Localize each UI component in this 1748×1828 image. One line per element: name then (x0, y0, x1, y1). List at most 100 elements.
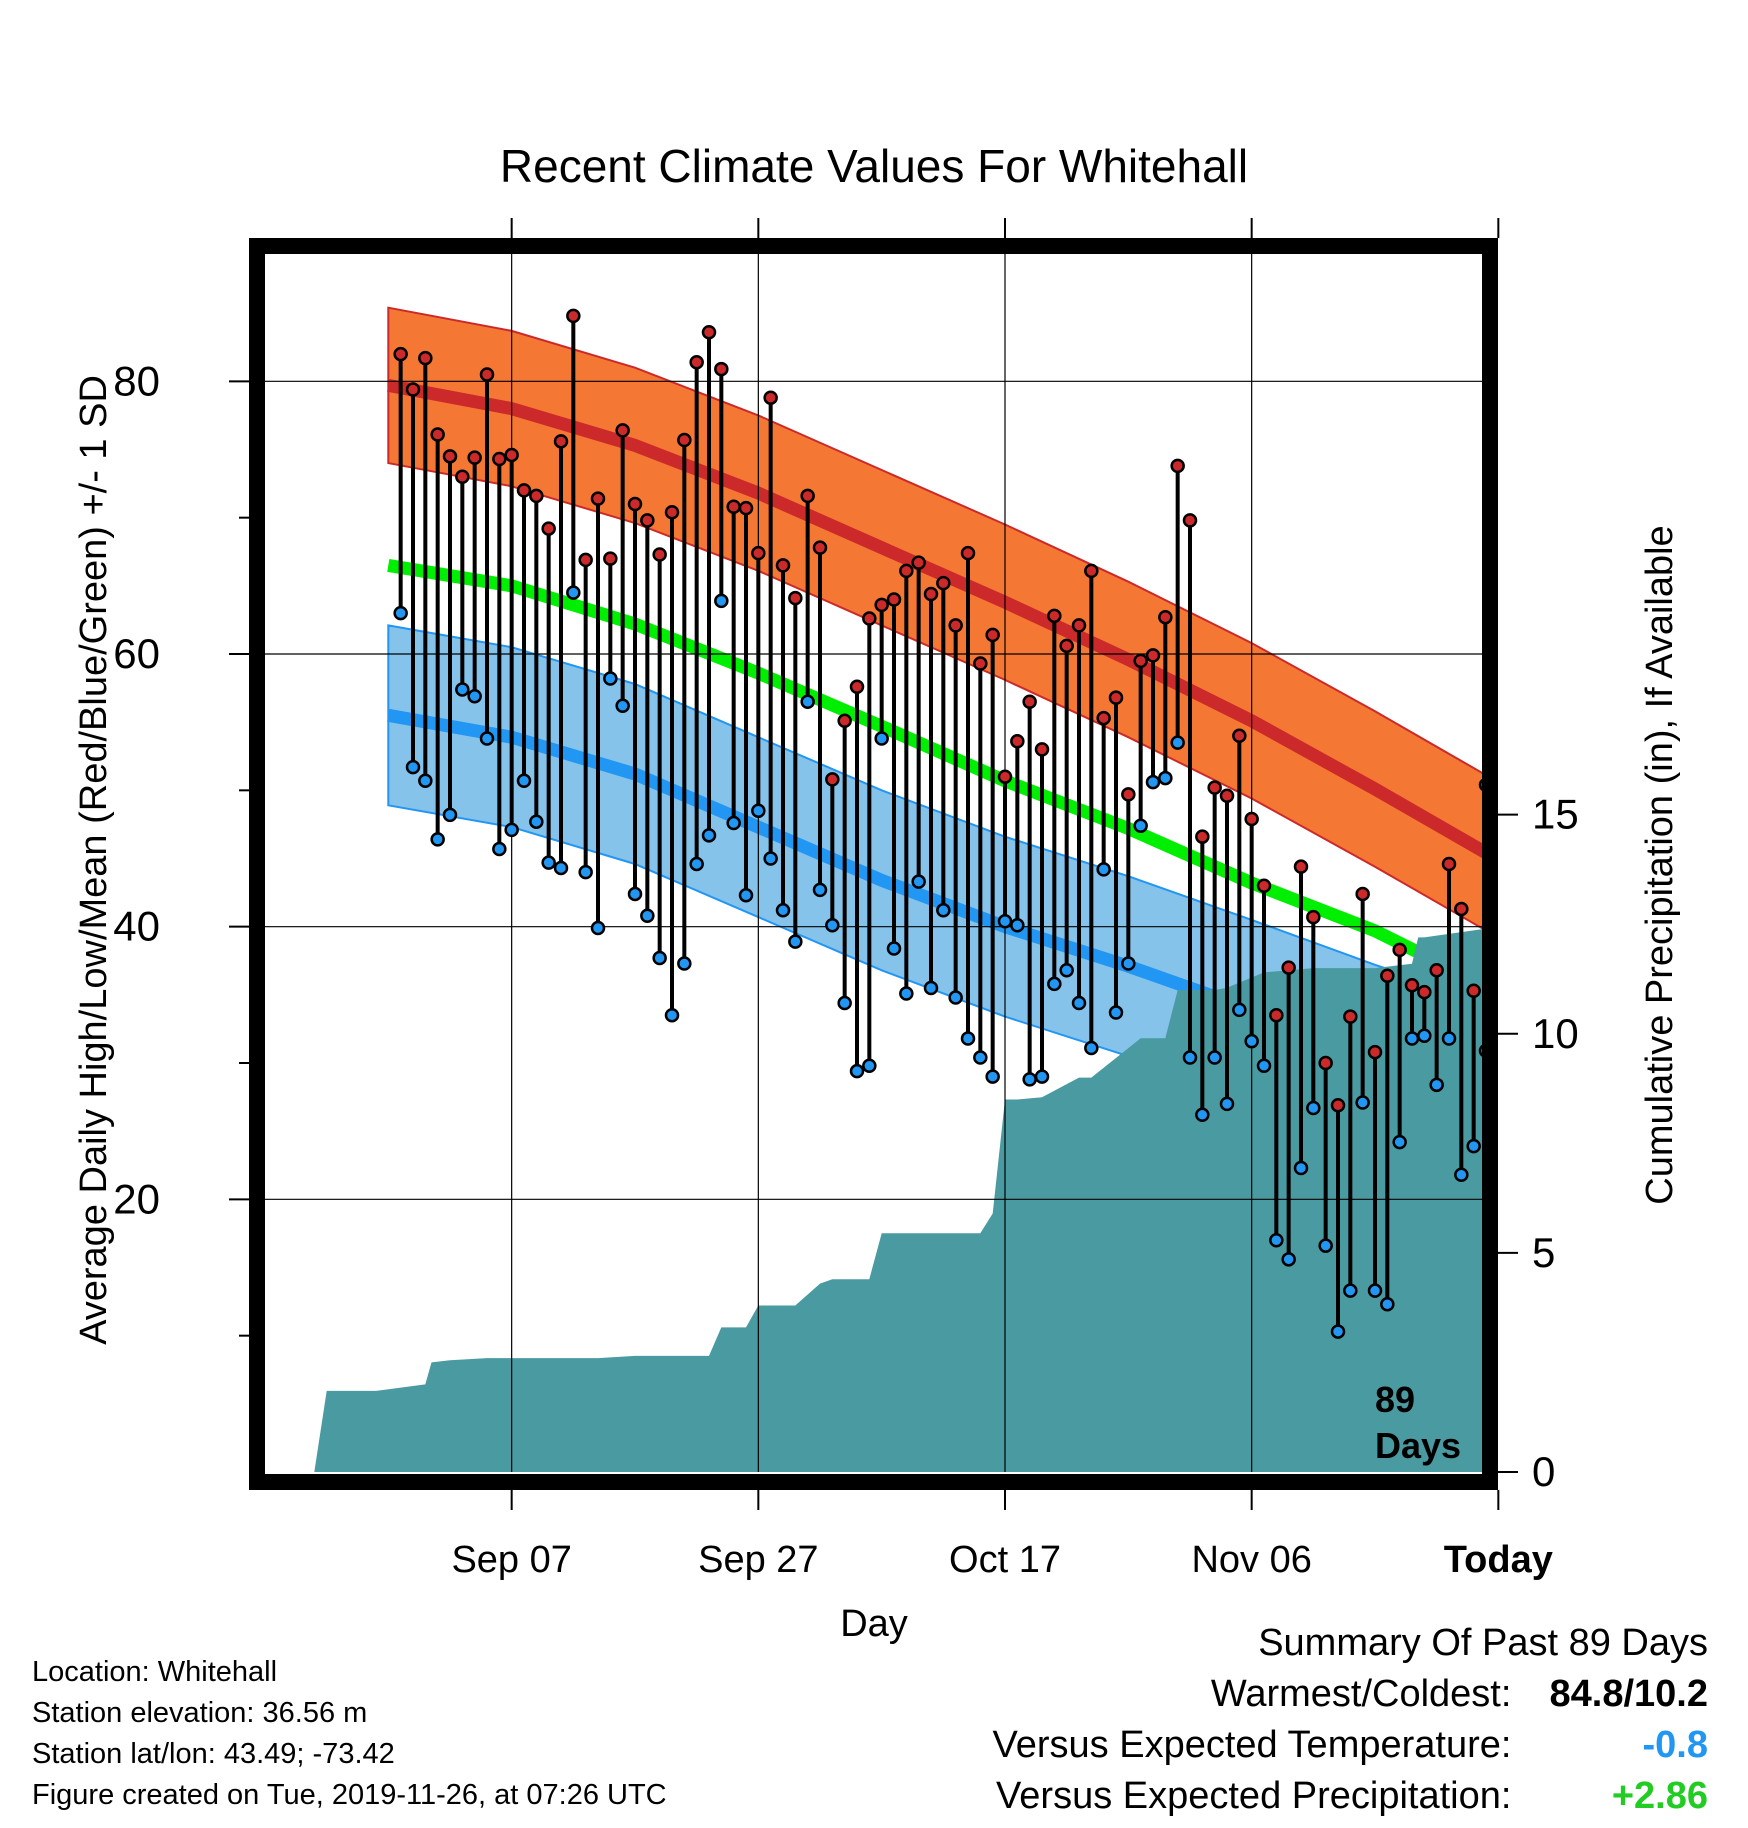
daily-high-point (1071, 618, 1087, 633)
daily-high-point (1158, 609, 1173, 625)
daily-low-point (1244, 1033, 1259, 1049)
daily-high-point (455, 469, 470, 485)
daily-low-point (1170, 735, 1185, 750)
daily-low-point (788, 934, 803, 949)
daily-high-point (1010, 734, 1025, 749)
daily-high-point (566, 308, 581, 324)
daily-high-point (701, 325, 717, 340)
y-axis-label: Average Daily High/Low/Mean (Red/Blue/Gr… (73, 375, 115, 1345)
daily-high-point (923, 586, 939, 602)
daily-low-point (1466, 1138, 1481, 1154)
daily-high-point (1441, 856, 1457, 872)
daily-high-point (1232, 728, 1247, 744)
daily-high-point (960, 545, 976, 561)
daily-low-point (948, 990, 963, 1005)
high-sd-band (387, 306, 1486, 932)
daily-high-point (442, 449, 458, 464)
daily-high-point (1108, 690, 1124, 705)
daily-high-point (985, 627, 1000, 643)
daily-high-point (1367, 1044, 1383, 1060)
daily-low-point (960, 1031, 976, 1046)
chart-title: Recent Climate Values For Whitehall (500, 140, 1248, 192)
warm-cold-value: 84.8/10.2 (1549, 1673, 1708, 1715)
daily-high-point (1417, 984, 1432, 1000)
precip-departure-label: Versus Expected Precipitation: (996, 1775, 1512, 1817)
daily-high-point (1022, 694, 1037, 709)
y2-axis-label: Cumulative Precipitation (in), If Availa… (1639, 525, 1681, 1204)
daily-high-point (997, 769, 1013, 784)
daily-low-point (640, 908, 655, 924)
summary-temp-row: Versus Expected Temperature: -0.8 (993, 1720, 1708, 1771)
daily-low-point (1293, 1160, 1309, 1176)
daily-low-point (664, 1008, 680, 1023)
daily-high-point (492, 451, 507, 467)
daily-low-point (1232, 1002, 1247, 1018)
precip-departure-value: +2.86 (1611, 1775, 1708, 1817)
daily-low-point (1343, 1283, 1358, 1298)
daily-high-point (936, 575, 951, 591)
daily-low-point (751, 803, 766, 819)
elevation-text: Station elevation: 36.56 m (32, 1697, 368, 1729)
daily-high-point (837, 713, 852, 729)
daily-high-point (467, 450, 482, 465)
daily-high-point (578, 552, 593, 568)
daily-high-point (775, 558, 791, 573)
daily-high-point (1293, 859, 1309, 874)
daily-high-point (590, 491, 606, 506)
daily-low-point (1207, 1050, 1222, 1065)
daily-high-point (849, 679, 865, 694)
daily-low-point (812, 882, 828, 898)
daily-high-point (1034, 742, 1050, 757)
daily-high-point (627, 496, 643, 512)
daily-high-point (1392, 942, 1407, 958)
daily-high-point (689, 354, 704, 370)
daily-high-point (1244, 811, 1259, 827)
daily-high-point (553, 434, 569, 449)
x-tick-label: Nov 06 (1191, 1539, 1311, 1581)
daily-high-point (1330, 1098, 1346, 1113)
daily-high-point (393, 346, 408, 362)
daily-low-point (936, 903, 951, 918)
daily-high-point (615, 423, 630, 438)
daily-low-point (492, 841, 507, 857)
daily-high-point (788, 590, 803, 606)
daily-low-point (1059, 963, 1074, 978)
daily-high-point (825, 772, 840, 787)
daily-low-point (1454, 1167, 1469, 1183)
daily-low-point (689, 856, 704, 872)
daily-low-point (1108, 1005, 1124, 1020)
daily-low-point (1256, 1058, 1272, 1073)
x-tick-label: Oct 17 (949, 1539, 1061, 1581)
x-tick-label: Sep 07 (451, 1539, 571, 1581)
daily-low-point (1022, 1072, 1037, 1087)
daily-high-point (677, 432, 692, 448)
daily-low-point (874, 731, 889, 746)
daily-low-point (405, 759, 421, 775)
daily-high-point (714, 361, 729, 377)
daily-low-point (1330, 1324, 1346, 1339)
daily-high-point (948, 618, 963, 633)
daily-low-point (1318, 1238, 1333, 1253)
daily-high-point (1306, 909, 1321, 925)
daily-high-point (1047, 608, 1062, 624)
daily-low-point (1429, 1077, 1444, 1093)
daily-low-point (1195, 1107, 1210, 1123)
daily-low-point (1269, 1232, 1284, 1248)
daily-low-point (1380, 1297, 1395, 1312)
daily-high-point (874, 597, 889, 613)
created-text: Figure created on Tue, 2019-11-26, at 07… (32, 1779, 667, 1811)
daily-low-point (455, 682, 470, 697)
daily-high-point (1182, 513, 1198, 528)
daily-low-point (504, 822, 519, 838)
daily-low-point (1121, 956, 1136, 971)
daily-low-point (566, 585, 581, 600)
daily-high-point (812, 540, 828, 555)
daily-low-point (590, 920, 606, 936)
daily-low-point (1441, 1031, 1457, 1046)
daily-high-point (603, 551, 618, 566)
today-days-word: Days (1375, 1425, 1461, 1466)
daily-low-point (553, 860, 569, 876)
location-text: Location: Whitehall (32, 1656, 278, 1688)
daily-high-point (516, 483, 532, 498)
